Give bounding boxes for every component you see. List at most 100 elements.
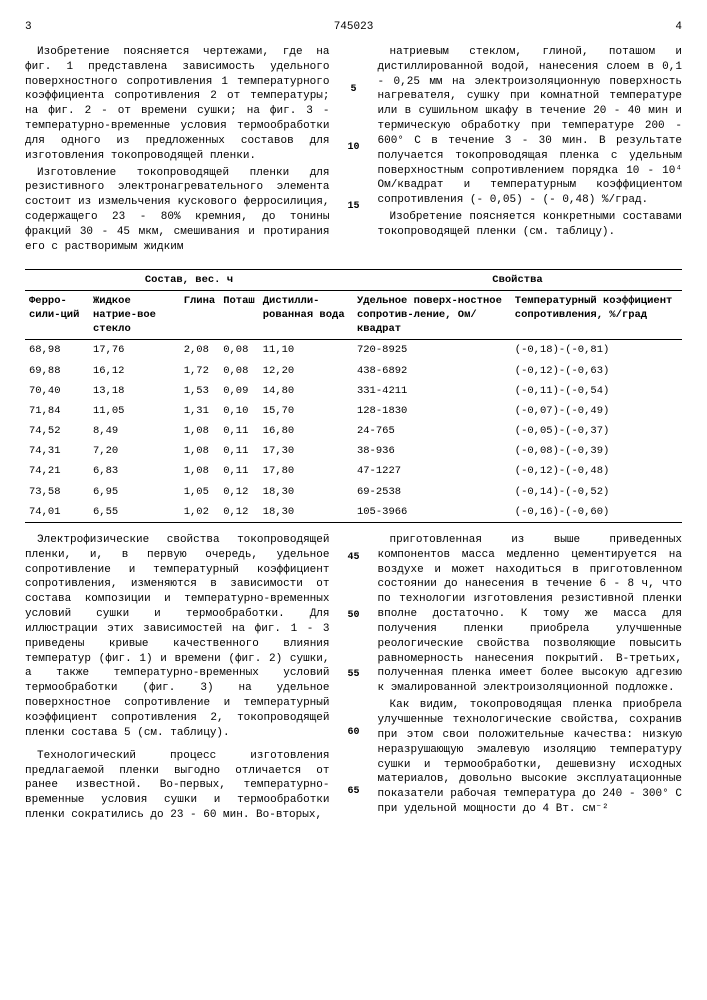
cell: 74,31 (25, 441, 89, 461)
cell: 1,08 (180, 461, 220, 481)
cell: (-0,16)-(-0,60) (511, 502, 682, 523)
para: Как видим, токопроводящая пленка приобре… (378, 698, 683, 817)
table-row: 74,528,491,080,1116,8024-765(-0,05)-(-0,… (25, 421, 682, 441)
cell: 17,80 (259, 461, 353, 481)
doc-number: 745023 (75, 20, 632, 35)
cell: 1,05 (180, 482, 220, 502)
ln: 15 (345, 200, 363, 214)
cell: 331-4211 (353, 381, 511, 401)
para: Изготовление токопроводящей пленки для р… (25, 166, 330, 255)
cell: 74,52 (25, 421, 89, 441)
cell: (-0,12)-(-0,63) (511, 361, 682, 381)
th: Поташ (219, 290, 259, 340)
para: приготовленная из выше приведенных компо… (378, 533, 683, 696)
th: Дистилли-рованная вода (259, 290, 353, 340)
cell: 7,20 (89, 441, 180, 461)
cell: 16,12 (89, 361, 180, 381)
cell: 0,12 (219, 502, 259, 523)
cell: 2,08 (180, 340, 220, 361)
cell: 1,72 (180, 361, 220, 381)
table-row: 74,317,201,080,1117,3038-936(-0,08)-(-0,… (25, 441, 682, 461)
cell: (-0,18)-(-0,81) (511, 340, 682, 361)
cell: 0,09 (219, 381, 259, 401)
cell: 0,11 (219, 421, 259, 441)
tbody: 68,9817,762,080,0811,10720-8925(-0,18)-(… (25, 340, 682, 523)
cell: 0,10 (219, 401, 259, 421)
th-group2: Свойства (353, 269, 682, 290)
cell: 15,70 (259, 401, 353, 421)
bottom-right-col: приготовленная из выше приведенных компо… (378, 533, 683, 825)
cell: 1,02 (180, 502, 220, 523)
para: Изобретение поясняется конкретными соста… (378, 210, 683, 240)
cell: 73,58 (25, 482, 89, 502)
ln: 10 (345, 141, 363, 155)
cell: 0,08 (219, 340, 259, 361)
cell: 13,18 (89, 381, 180, 401)
table-row: 69,8816,121,720,0812,20438-6892(-0,12)-(… (25, 361, 682, 381)
cell: 8,49 (89, 421, 180, 441)
bottom-columns: Электрофизические свойства токопроводяще… (25, 533, 682, 825)
cell: 17,76 (89, 340, 180, 361)
cell: 1,53 (180, 381, 220, 401)
cell: 38-936 (353, 441, 511, 461)
th-group1: Состав, вес. ч (25, 269, 353, 290)
para: Изобретение поясняется чертежами, где на… (25, 45, 330, 164)
cell: (-0,12)-(-0,48) (511, 461, 682, 481)
cell: 16,80 (259, 421, 353, 441)
cell: 6,55 (89, 502, 180, 523)
cell: 12,20 (259, 361, 353, 381)
top-left-col: Изобретение поясняется чертежами, где на… (25, 45, 330, 257)
ln: 65 (345, 785, 363, 799)
cell: (-0,05)-(-0,37) (511, 421, 682, 441)
page-num-right: 4 (632, 20, 682, 35)
para: Электрофизические свойства токопроводяще… (25, 533, 330, 741)
table-row: 74,216,831,080,1117,8047-1227(-0,12)-(-0… (25, 461, 682, 481)
cell: 438-6892 (353, 361, 511, 381)
cell: 11,10 (259, 340, 353, 361)
cell: (-0,08)-(-0,39) (511, 441, 682, 461)
cell: 11,05 (89, 401, 180, 421)
th: Глина (180, 290, 220, 340)
para: Технологический процесс изготовления пре… (25, 749, 330, 823)
cell: (-0,11)-(-0,54) (511, 381, 682, 401)
table-row: 71,8411,051,310,1015,70128-1830(-0,07)-(… (25, 401, 682, 421)
cell: 1,31 (180, 401, 220, 421)
cell: 1,08 (180, 421, 220, 441)
line-numbers-bottom: 45 50 55 60 65 (345, 533, 363, 825)
cell: 47-1227 (353, 461, 511, 481)
cell: 128-1830 (353, 401, 511, 421)
cell: 69,88 (25, 361, 89, 381)
cell: 0,11 (219, 441, 259, 461)
ln: 50 (345, 609, 363, 623)
para: натриевым стеклом, глиной, поташом и дис… (378, 45, 683, 208)
cell: 6,83 (89, 461, 180, 481)
cell: 70,40 (25, 381, 89, 401)
page-num-left: 3 (25, 20, 75, 35)
cell: 720-8925 (353, 340, 511, 361)
cell: 74,01 (25, 502, 89, 523)
ln: 60 (345, 726, 363, 740)
cell: 1,08 (180, 441, 220, 461)
page-header: 3 745023 4 (25, 20, 682, 35)
cell: 24-765 (353, 421, 511, 441)
table-row: 70,4013,181,530,0914,80331-4211(-0,11)-(… (25, 381, 682, 401)
cell: (-0,07)-(-0,49) (511, 401, 682, 421)
th: Ферро-сили-ций (25, 290, 89, 340)
table-row: 68,9817,762,080,0811,10720-8925(-0,18)-(… (25, 340, 682, 361)
cell: 105-3966 (353, 502, 511, 523)
table-row: 73,586,951,050,1218,3069-2538(-0,14)-(-0… (25, 482, 682, 502)
top-right-col: натриевым стеклом, глиной, поташом и дис… (378, 45, 683, 257)
cell: 17,30 (259, 441, 353, 461)
top-columns: Изобретение поясняется чертежами, где на… (25, 45, 682, 257)
cell: 18,30 (259, 502, 353, 523)
cell: 0,11 (219, 461, 259, 481)
th: Жидкое натрие-вое стекло (89, 290, 180, 340)
ln: 5 (345, 83, 363, 97)
cell: 18,30 (259, 482, 353, 502)
th: Удельное поверх-ностное сопротив-ление, … (353, 290, 511, 340)
ln: 55 (345, 668, 363, 682)
cell: 71,84 (25, 401, 89, 421)
cell: 68,98 (25, 340, 89, 361)
line-numbers-top: 5 10 15 (345, 45, 363, 257)
cell: 0,12 (219, 482, 259, 502)
